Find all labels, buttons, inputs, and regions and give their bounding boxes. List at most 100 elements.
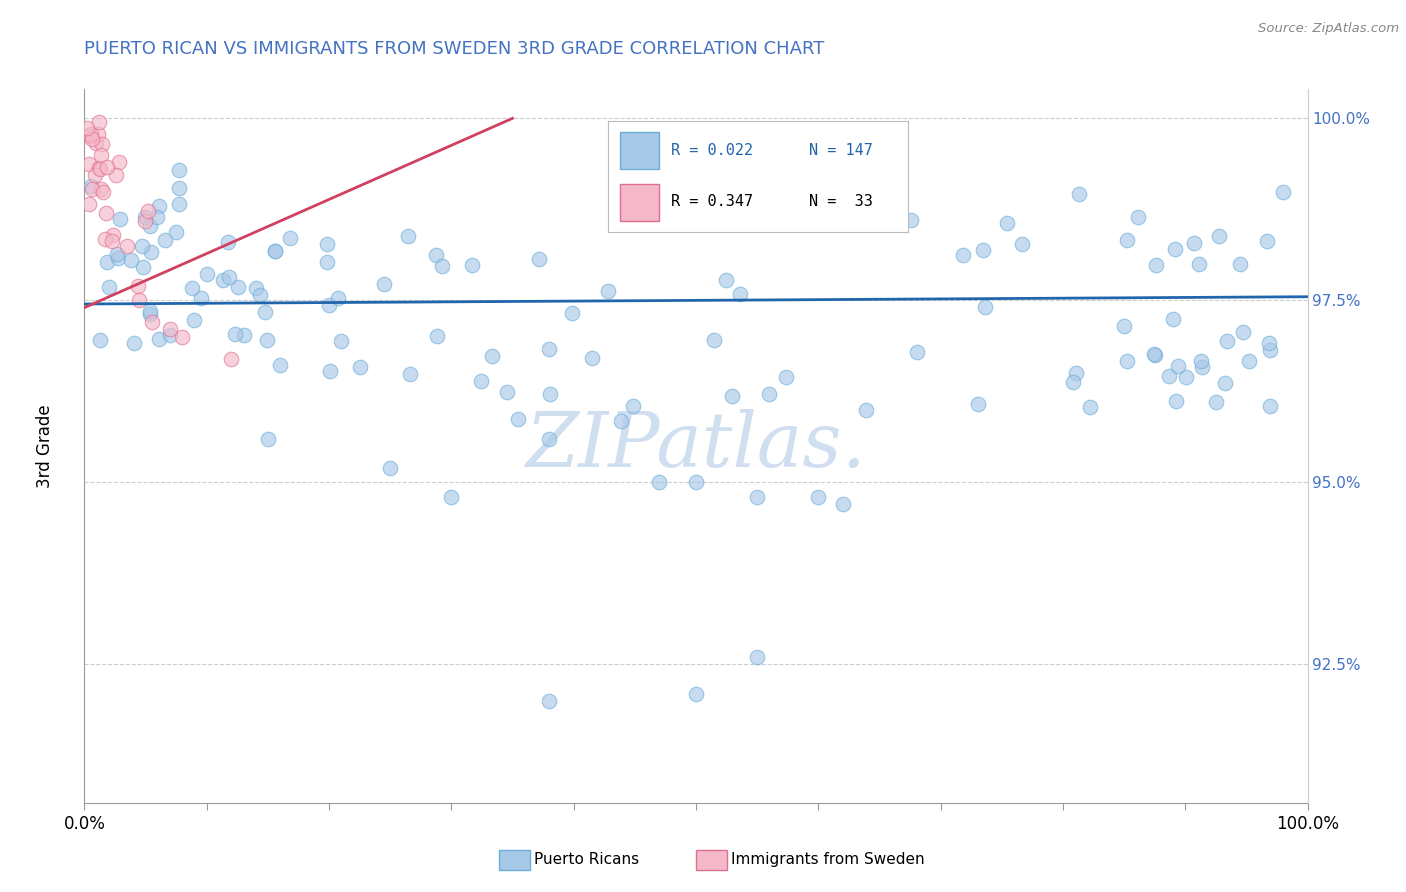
Point — [396, 228, 419, 243]
Point — [94, 232, 117, 246]
Point — [122, 336, 145, 351]
Point — [195, 267, 218, 281]
Point — [538, 432, 561, 446]
Point — [1258, 399, 1281, 413]
Point — [1157, 369, 1180, 384]
Point — [952, 248, 974, 262]
Point — [775, 370, 797, 384]
Point — [399, 367, 422, 381]
Point — [105, 246, 128, 260]
Point — [139, 307, 162, 321]
Point — [101, 234, 124, 248]
Point — [159, 328, 181, 343]
Point — [254, 305, 277, 319]
Point — [1128, 210, 1150, 224]
Point — [316, 236, 339, 251]
Point — [1115, 233, 1137, 247]
Point — [623, 400, 645, 414]
Point — [172, 330, 194, 344]
Point — [159, 322, 181, 336]
Point — [190, 291, 212, 305]
Point — [380, 460, 402, 475]
Point — [1144, 259, 1167, 273]
Point — [330, 334, 353, 348]
Point — [90, 137, 112, 152]
Point — [1237, 353, 1260, 368]
Text: ZIPatlas.: ZIPatlas. — [526, 409, 866, 483]
Point — [146, 210, 169, 224]
Point — [1163, 243, 1185, 257]
Point — [470, 374, 492, 388]
Point — [714, 273, 737, 287]
Point — [1188, 257, 1211, 271]
Point — [1213, 376, 1236, 391]
Point — [226, 280, 249, 294]
Point — [264, 244, 287, 258]
Point — [1175, 370, 1198, 384]
Point — [807, 490, 830, 504]
Point — [90, 182, 112, 196]
Point — [183, 312, 205, 326]
Point — [1144, 348, 1167, 362]
Point — [128, 293, 150, 308]
Point — [966, 397, 988, 411]
Point — [103, 227, 125, 242]
Point — [538, 387, 561, 401]
Point — [1163, 312, 1185, 326]
Point — [1062, 375, 1084, 389]
Point — [139, 304, 162, 318]
Point — [79, 129, 101, 144]
Point — [89, 114, 111, 128]
Point — [855, 402, 877, 417]
Point — [148, 199, 170, 213]
Point — [77, 197, 100, 211]
Point — [426, 328, 449, 343]
Point — [98, 280, 121, 294]
Point — [121, 252, 143, 267]
Point — [107, 251, 129, 265]
Point — [481, 350, 503, 364]
Point — [974, 300, 997, 314]
Point — [1205, 395, 1227, 409]
Point — [432, 259, 454, 273]
Point — [1112, 319, 1135, 334]
Point — [1184, 236, 1206, 251]
Point — [167, 197, 190, 211]
Point — [256, 333, 278, 347]
Point — [900, 213, 922, 227]
Text: Immigrants from Sweden: Immigrants from Sweden — [731, 853, 925, 867]
Point — [245, 280, 267, 294]
Point — [219, 351, 242, 366]
Point — [153, 233, 176, 247]
Point — [148, 332, 170, 346]
Point — [508, 411, 530, 425]
Point — [167, 163, 190, 178]
Point — [1216, 334, 1239, 348]
Point — [165, 225, 187, 239]
Point — [87, 161, 110, 175]
Point — [1064, 366, 1087, 380]
Point — [233, 328, 256, 343]
Point — [139, 219, 162, 233]
Point — [217, 235, 239, 249]
Point — [1232, 325, 1254, 339]
Point — [758, 387, 780, 401]
Point — [527, 252, 550, 266]
Point — [598, 285, 620, 299]
Point — [257, 432, 280, 446]
Point — [561, 306, 583, 320]
Point — [685, 475, 707, 490]
Point — [87, 127, 110, 141]
Point — [1258, 343, 1281, 358]
Point — [90, 148, 112, 162]
Point — [747, 490, 769, 504]
Point — [278, 231, 301, 245]
Point — [1069, 186, 1091, 201]
Point — [316, 255, 339, 269]
Point — [80, 131, 103, 145]
Point — [263, 244, 285, 259]
Point — [117, 239, 139, 253]
Point — [1143, 347, 1166, 361]
Point — [1078, 401, 1101, 415]
Point — [1256, 234, 1278, 248]
